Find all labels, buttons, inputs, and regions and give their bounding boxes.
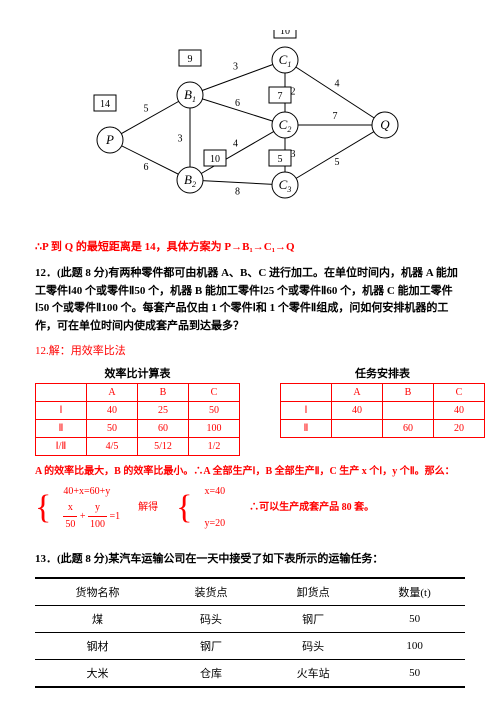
- q13-prefix: 13．(此题 8 分): [35, 553, 108, 565]
- equation-row: { 40+x=60+y x 50 + y 100 =1 解得 { x=40 y=…: [35, 484, 465, 533]
- q12-prefix: 12．(此题 8 分): [35, 267, 108, 279]
- svg-text:6: 6: [144, 162, 149, 173]
- eq-right-group: x=40 y=20: [204, 484, 225, 532]
- svg-text:9: 9: [188, 54, 193, 65]
- answer-11: ∴P 到 Q 的最短距离是 14，具体方案为 P→B₁→C₁→Q: [35, 238, 465, 254]
- sol12-line: A 的效率比最大，B 的效率比最小。∴A 全部生产Ⅰ，B 全部生产Ⅱ，C 生产 …: [35, 464, 465, 480]
- task-table-block: 任务安排表 ABCⅠ4040Ⅱ6020: [280, 365, 485, 438]
- frac-x: x 50: [63, 500, 77, 533]
- svg-text:10: 10: [210, 154, 220, 165]
- svg-text:14: 14: [100, 99, 110, 110]
- eq-mid: 解得: [138, 500, 158, 516]
- eq-l1: 40+x=60+y: [63, 486, 110, 497]
- q13-text: 某汽车运输公司在一天中接受了如下表所示的运输任务：: [108, 553, 383, 565]
- svg-text:8: 8: [235, 187, 240, 198]
- eq-r2: y=20: [204, 518, 225, 529]
- svg-text:5: 5: [278, 154, 283, 165]
- svg-text:10: 10: [280, 30, 290, 37]
- shortest-path-graph: 563634823475P14B19B210C110C27C35Q: [85, 30, 415, 220]
- eq-left-group: 40+x=60+y x 50 + y 100 =1: [63, 484, 120, 533]
- question-13: 13．(此题 8 分)某汽车运输公司在一天中接受了如下表所示的运输任务：: [35, 551, 465, 569]
- svg-text:5: 5: [335, 157, 340, 168]
- svg-text:3: 3: [233, 62, 238, 73]
- question-12: 12．(此题 8 分)有两种零件都可由机器 A、B、C 进行加工。在单位时间内，…: [35, 265, 465, 335]
- svg-text:4: 4: [335, 79, 340, 90]
- eq-l2-eq: =1: [109, 511, 120, 522]
- eq-r1: x=40: [204, 486, 225, 497]
- svg-text:P: P: [105, 132, 114, 147]
- eff-table-title: 效率比计算表: [35, 365, 240, 381]
- efficiency-table: ABCⅠ402550Ⅱ5060100Ⅰ/Ⅱ4/55/121/2: [35, 383, 240, 456]
- svg-text:6: 6: [235, 98, 240, 109]
- svg-text:Q: Q: [380, 117, 390, 132]
- efficiency-table-block: 效率比计算表 ABCⅠ402550Ⅱ5060100Ⅰ/Ⅱ4/55/121/2: [35, 365, 240, 456]
- svg-text:4: 4: [233, 139, 238, 150]
- solution-12-body: A 的效率比最大，B 的效率比最小。∴A 全部生产Ⅰ，B 全部生产Ⅱ，C 生产 …: [35, 464, 465, 533]
- svg-text:7: 7: [333, 111, 338, 122]
- svg-text:3: 3: [178, 134, 183, 145]
- svg-text:5: 5: [144, 104, 149, 115]
- svg-text:7: 7: [278, 91, 283, 102]
- tables-row: 效率比计算表 ABCⅠ402550Ⅱ5060100Ⅰ/Ⅱ4/55/121/2 任…: [35, 365, 465, 456]
- frac-y: y 100: [88, 500, 107, 533]
- task-table: ABCⅠ4040Ⅱ6020: [280, 383, 485, 438]
- left-brace-2: {: [176, 491, 192, 525]
- eq-tail: ∴可以生产成套产品 80 套。: [249, 500, 374, 516]
- task-table-title: 任务安排表: [280, 365, 485, 381]
- left-brace-1: {: [35, 491, 51, 525]
- solution-12-header: 12.解：用效率比法: [35, 343, 465, 361]
- transport-table: 货物名称装货点卸货点数量(t)煤码头钢厂50钢材钢厂码头100大米仓库火车站50: [35, 577, 465, 688]
